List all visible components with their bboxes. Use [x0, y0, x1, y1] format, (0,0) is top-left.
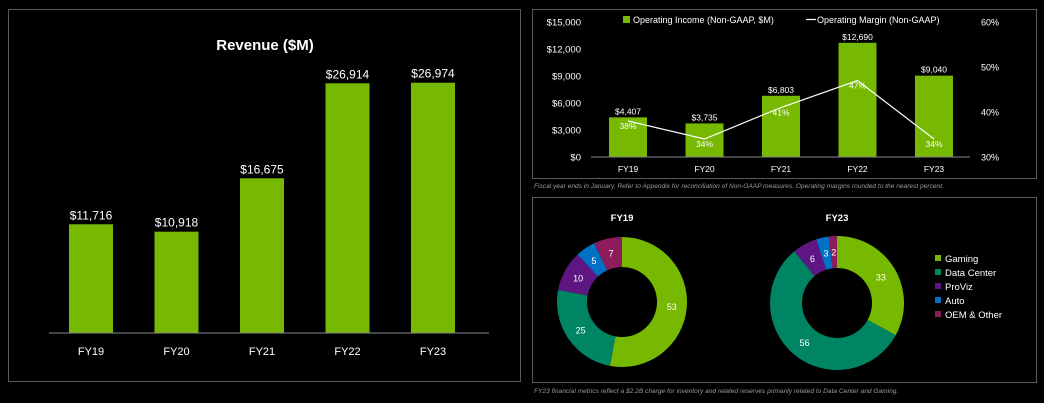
op-x-tick: FY22: [847, 164, 868, 174]
mix-slice-FY23-Data Center: [769, 251, 896, 370]
mix-slice-FY23-ProViz: [794, 239, 827, 277]
op-legend-bar-label: Operating Income (Non-GAAP, $M): [633, 15, 774, 25]
revenue-value-label: $16,675: [240, 162, 284, 176]
revenue-x-tick: FY23: [420, 346, 446, 358]
operating-income-chart: $0 $3,000 $6,000 $9,000 $12,000 $15,000 30% 40%…: [547, 15, 999, 174]
op-bar-FY21: [762, 95, 800, 157]
mix-legend-swatch: [935, 283, 941, 289]
op-right-tick: 60%: [981, 18, 999, 28]
op-margin-label: 47%: [849, 81, 866, 91]
mix-slice-FY19-Auto: [577, 243, 608, 277]
mix-donut-title: FY19: [611, 213, 634, 224]
op-x-tick: FY19: [618, 164, 639, 174]
op-right-tick: 40%: [981, 108, 999, 118]
revenue-mix-chart: FY19 53 25 10 5 7 FY23 33 56 63 2 Gaming Data Center…: [557, 213, 1002, 370]
op-legend-line-label: Operating Margin (Non-GAAP): [817, 15, 940, 25]
mix-legend-label: Data Center: [945, 268, 996, 279]
operating-footnote: Fiscal year ends in January. Refer to Ap…: [534, 183, 944, 190]
revenue-value-label: $26,914: [326, 67, 370, 81]
revenue-mix-chart-panel: FY19 53 25 10 5 7 FY23 33 56 6 3 2 Gaming Data Center…: [532, 197, 1037, 383]
revenue-x-tick: FY20: [163, 346, 189, 358]
op-right-tick: 50%: [981, 63, 999, 73]
mix-slice-label: 5: [591, 256, 596, 266]
op-value-label: $6,803: [768, 85, 794, 95]
op-right-tick: 30%: [981, 153, 999, 163]
op-left-tick: $3,000: [552, 126, 581, 137]
mix-slice-FY23-OEM & Other: [828, 236, 837, 269]
revenue-value-label: $11,716: [70, 208, 113, 222]
op-x-tick: FY20: [694, 164, 715, 174]
mix-slice-label: 7: [609, 249, 614, 259]
op-margin-label: 34%: [696, 139, 713, 149]
mix-slice-FY23-Auto: [816, 236, 833, 270]
op-margin-label: 41%: [772, 108, 789, 118]
mix-slice-FY19-ProViz: [558, 254, 599, 296]
op-x-tick: FY21: [771, 164, 792, 174]
revenue-x-tick: FY21: [249, 346, 275, 358]
mix-slice-FY19-Gaming: [609, 237, 687, 367]
op-value-label: $12,690: [842, 32, 873, 42]
mix-slice-label: 2: [831, 248, 836, 258]
mix-legend-label: OEM & Other: [945, 310, 1002, 321]
mix-legend-swatch: [935, 311, 941, 317]
mix-legend-label: Auto: [945, 296, 965, 307]
mix-slice-label: 3: [823, 249, 828, 259]
op-value-label: $4,407: [615, 106, 641, 116]
mix-slice-label: 10: [573, 273, 583, 283]
op-left-tick: $6,000: [552, 99, 581, 110]
mix-footnote: FY23 financial metrics reflect a $2.2B c…: [534, 388, 899, 395]
op-bar-FY20: [685, 123, 724, 157]
revenue-bar-FY19: [69, 224, 113, 333]
revenue-value-label: $10,918: [155, 216, 199, 230]
op-left-tick: $9,000: [552, 72, 581, 83]
revenue-bar-FY21: [240, 178, 284, 333]
mix-slice-label: 53: [667, 302, 677, 312]
revenue-x-tick: FY22: [334, 346, 360, 358]
mix-slice-label: 25: [576, 326, 586, 336]
mix-slice-FY23-Gaming: [837, 236, 904, 336]
revenue-chart-panel: Revenue ($M) $11,716 FY19 $10,918 FY20 $16,67…: [8, 9, 521, 382]
mix-slice-label: 56: [799, 338, 809, 348]
op-margin-label: 34%: [925, 139, 942, 149]
op-left-tick: $12,000: [547, 45, 581, 56]
revenue-chart: Revenue ($M) $11,716 FY19 $10,918 FY20 $16,67…: [49, 37, 489, 358]
mix-slice-FY19-Data Center: [557, 289, 616, 366]
mix-slice-label: 6: [810, 254, 815, 264]
op-margin-label: 38%: [619, 121, 636, 131]
revenue-bar-FY22: [325, 83, 370, 333]
op-legend-bar-swatch: [623, 16, 630, 23]
revenue-value-label: $26,974: [411, 67, 455, 81]
op-bar-FY22: [838, 42, 877, 157]
op-value-label: $3,735: [692, 112, 718, 122]
op-x-tick: FY23: [924, 164, 945, 174]
op-margin-line: [627, 79, 935, 140]
op-left-tick: $0: [570, 153, 581, 164]
mix-legend-swatch: [935, 297, 941, 303]
revenue-title: Revenue ($M): [216, 37, 314, 54]
mix-legend-label: ProViz: [945, 282, 973, 293]
revenue-bar-FY20: [154, 231, 199, 333]
mix-donut-title: FY23: [826, 213, 849, 224]
op-left-tick: $15,000: [547, 18, 581, 29]
mix-slice-FY19-OEM & Other: [594, 237, 622, 271]
mix-legend-label: Gaming: [945, 254, 978, 265]
revenue-x-tick: FY19: [78, 346, 104, 358]
mix-slice-label: 33: [876, 273, 886, 283]
operating-income-chart-panel: $0 $3,000 $6,000 $9,000 $12,000 $15,000 30% 40%…: [532, 9, 1037, 179]
op-value-label: $9,040: [921, 65, 947, 75]
revenue-bar-FY23: [411, 82, 455, 334]
mix-legend-swatch: [935, 255, 941, 261]
op-bar-FY23: [915, 75, 953, 157]
mix-legend-swatch: [935, 269, 941, 275]
